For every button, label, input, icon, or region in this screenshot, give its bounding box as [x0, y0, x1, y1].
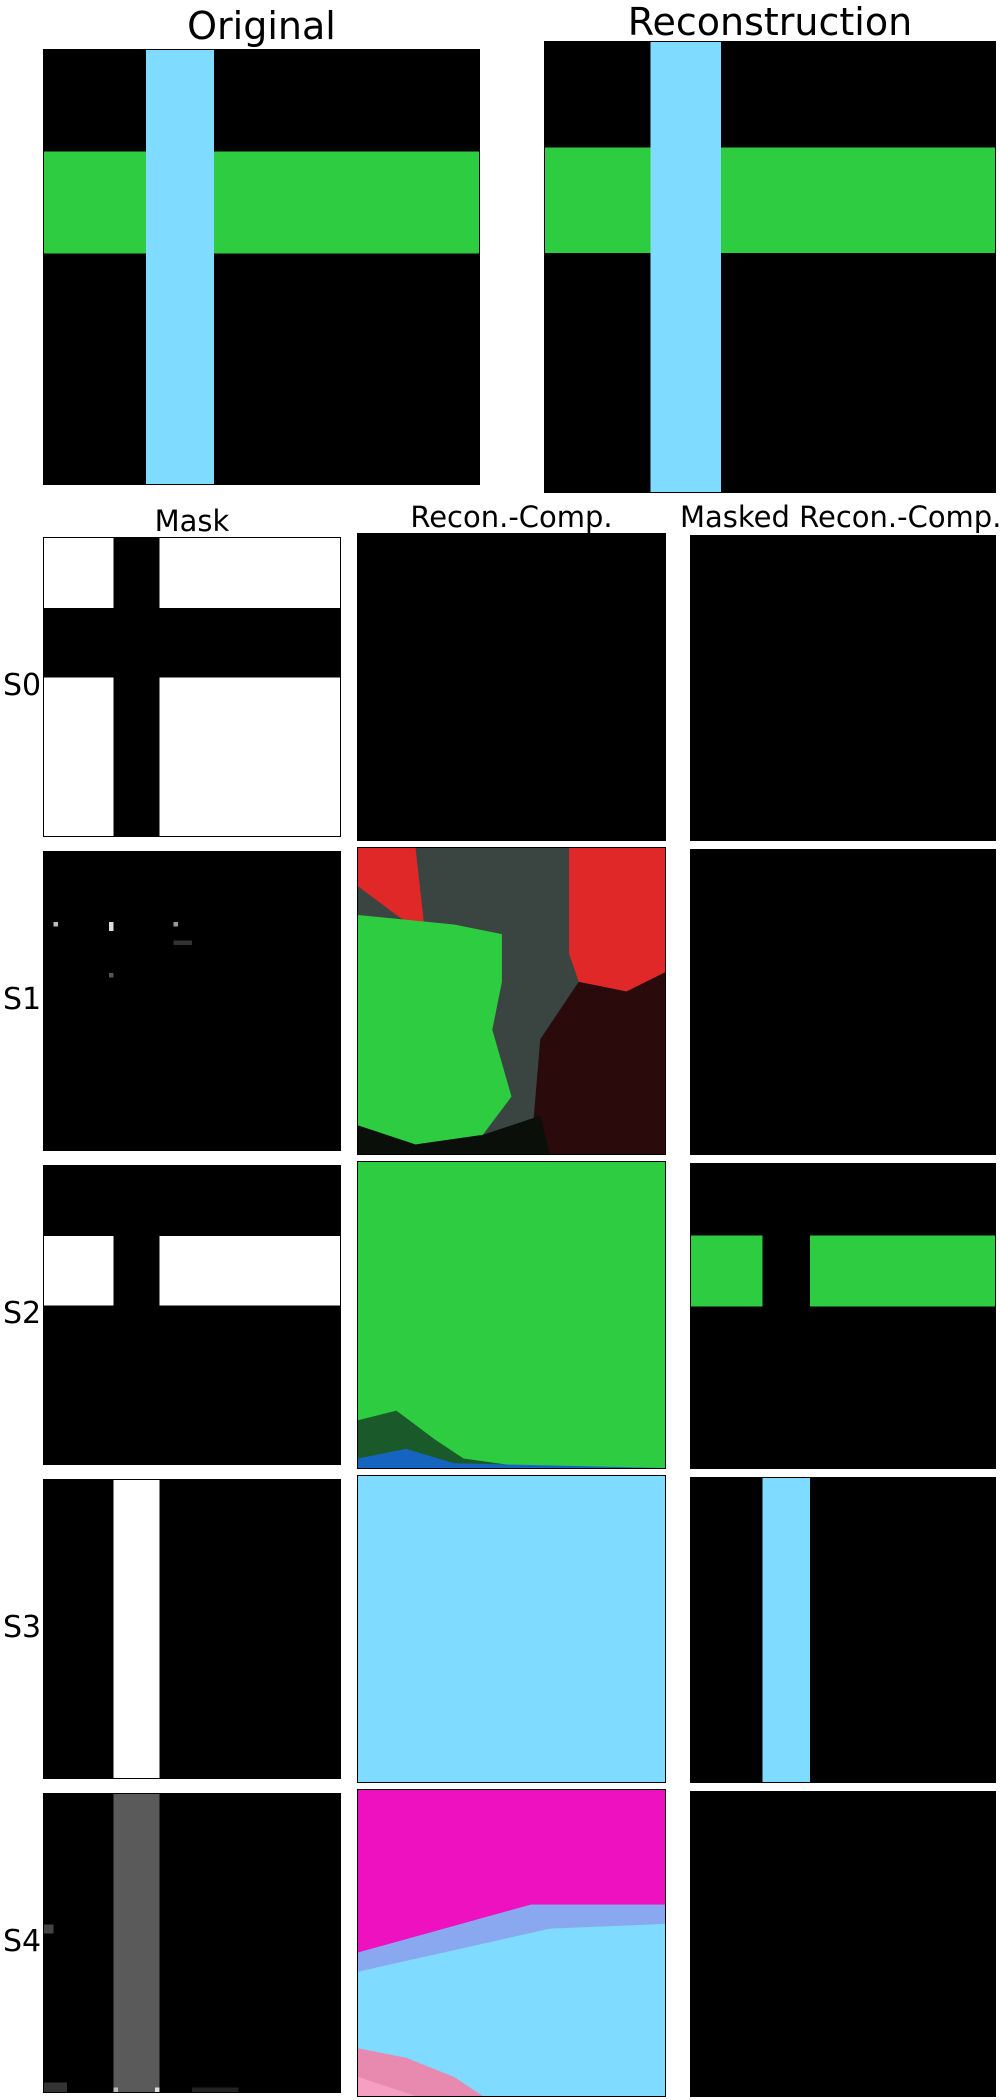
slot-label-s3: S3: [3, 1610, 42, 1645]
s3-masked-recon-comp: [690, 1477, 996, 1783]
original-title: Original: [187, 4, 336, 48]
reconstruction-image: [544, 41, 996, 493]
mask-column-title: Mask: [154, 504, 230, 538]
masked-recon-comp-column-title: Masked Recon.-Comp.: [680, 500, 1000, 534]
s2-recon-comp: [357, 1161, 666, 1469]
slot-label-s1: S1: [3, 982, 42, 1017]
s1-mask: [43, 851, 341, 1151]
s3-recon-comp: [357, 1475, 666, 1783]
s0-recon-comp: [357, 533, 666, 841]
s4-mask: [43, 1793, 341, 2093]
s4-masked-recon-comp: [690, 1791, 996, 2097]
slot-label-s0: S0: [3, 668, 42, 703]
s0-masked-recon-comp: [690, 535, 996, 841]
s1-recon-comp: [357, 847, 666, 1155]
s2-masked-recon-comp: [690, 1163, 996, 1469]
s4-recon-comp: [357, 1789, 666, 2097]
s2-mask: [43, 1165, 341, 1465]
s0-mask: [43, 537, 341, 837]
recon-comp-column-title: Recon.-Comp.: [410, 500, 613, 534]
slot-label-s4: S4: [3, 1924, 42, 1959]
s1-masked-recon-comp: [690, 849, 996, 1155]
s3-mask: [43, 1479, 341, 1779]
reconstruction-title: Reconstruction: [627, 0, 913, 44]
slot-label-s2: S2: [3, 1296, 42, 1331]
original-image: [43, 49, 480, 485]
